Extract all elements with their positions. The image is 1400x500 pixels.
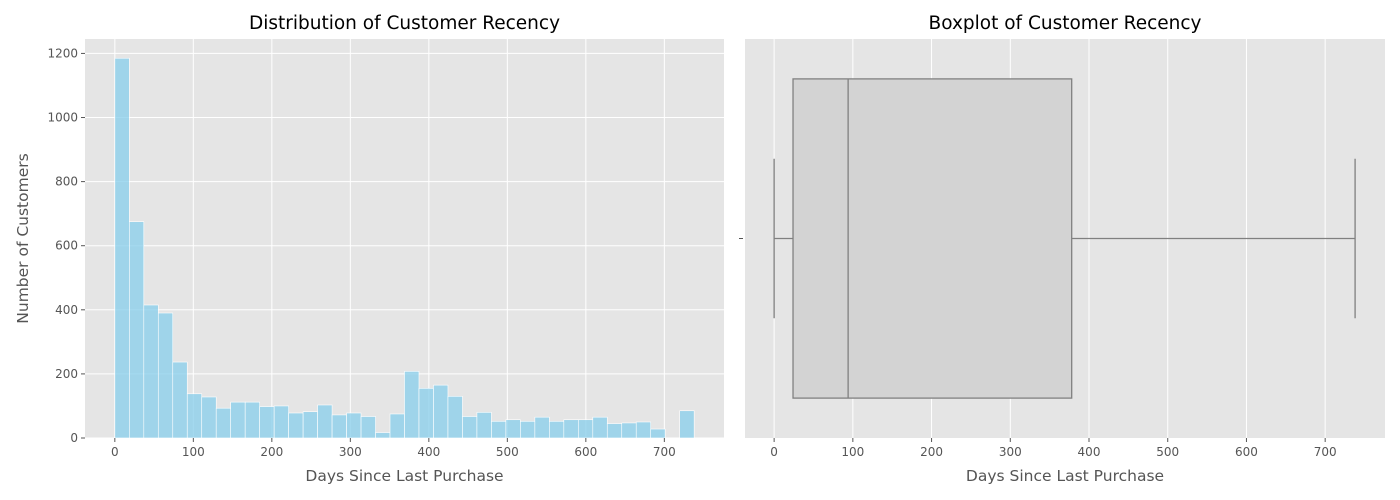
- histogram-bar: [215, 407, 231, 439]
- histogram-bar: [288, 412, 304, 439]
- histogram-x-tick-label: 600: [574, 445, 597, 459]
- histogram-bar: [679, 410, 695, 439]
- histogram-x-tick-label: 100: [182, 445, 205, 459]
- boxplot-x-tick-label: 700: [1314, 445, 1337, 459]
- histogram-x-tick-label: 400: [417, 445, 440, 459]
- histogram-bar: [491, 421, 507, 439]
- histogram-bar: [186, 393, 203, 439]
- histogram-bar: [230, 401, 246, 439]
- histogram-bar: [143, 304, 159, 439]
- boxplot-x-tick-label: 200: [920, 445, 943, 459]
- histogram-y-tick-label: 0: [70, 431, 78, 445]
- histogram-bar: [534, 416, 550, 439]
- boxplot-title: Boxplot of Customer Recency: [929, 13, 1202, 34]
- histogram-y-tick-label: 200: [55, 367, 78, 381]
- histogram-bar: [244, 401, 260, 439]
- histogram-bar: [114, 57, 130, 439]
- histogram-x-tick-label: 200: [260, 445, 283, 459]
- histogram-y-ticks: 0 200 400 600 800 1000 1200: [47, 46, 85, 445]
- histogram-y-tick-label: 1200: [47, 46, 78, 60]
- histogram-bar: [621, 422, 637, 439]
- boxplot-x-tick-label: 300: [999, 445, 1022, 459]
- boxplot-x-tick-label: 100: [841, 445, 864, 459]
- histogram-x-axis-label: Days Since Last Purchase: [305, 467, 503, 485]
- histogram-title: Distribution of Customer Recency: [249, 13, 560, 34]
- histogram-bar: [418, 388, 434, 439]
- histogram-bar: [346, 412, 362, 439]
- histogram-bar: [592, 416, 608, 439]
- histogram-y-tick-label: 1000: [47, 111, 78, 125]
- boxplot-x-tick-label: 0: [770, 445, 778, 459]
- histogram-bar: [389, 413, 405, 439]
- histogram-bar: [259, 406, 275, 439]
- histogram-bar: [563, 419, 579, 439]
- histogram-bar: [606, 423, 623, 439]
- histogram-x-tick-label: 500: [496, 445, 519, 459]
- histogram-x-tick-label: 300: [339, 445, 362, 459]
- boxplot-box: [773, 78, 1356, 399]
- histogram-bar: [201, 396, 217, 439]
- histogram-panel: 0 100 200 300 400 500 600 700 0 200 400 600 800 1000…: [14, 13, 724, 485]
- histogram-bar: [520, 421, 536, 439]
- histogram-bar: [375, 432, 391, 439]
- histogram-y-tick-label: 400: [55, 303, 78, 317]
- histogram-bar: [635, 421, 652, 439]
- histogram-bar: [302, 411, 318, 439]
- boxplot-x-ticks: 0 100 200 300 400 500 600 700: [770, 438, 1337, 459]
- histogram-bar: [447, 396, 463, 439]
- histogram-bar: [578, 419, 594, 439]
- boxplot-x-axis-label: Days Since Last Purchase: [966, 467, 1164, 485]
- histogram-bar: [317, 404, 333, 439]
- histogram-y-axis-label: Number of Customers: [14, 153, 32, 323]
- boxplot-panel: 0 100 200 300 400 500 600 700 Boxplot of Custom…: [739, 13, 1385, 485]
- histogram-bar: [650, 428, 666, 439]
- histogram-bars: [114, 57, 695, 439]
- histogram-bar: [433, 384, 449, 439]
- histogram-bar: [476, 412, 492, 439]
- histogram-bar: [549, 421, 565, 439]
- boxplot-x-tick-label: 400: [1078, 445, 1101, 459]
- histogram-bar: [331, 414, 347, 439]
- histogram-bar: [404, 371, 420, 439]
- histogram-x-ticks: 0 100 200 300 400 500 600 700: [111, 438, 676, 459]
- boxplot-x-tick-label: 600: [1235, 445, 1258, 459]
- histogram-x-tick-label: 700: [653, 445, 676, 459]
- histogram-bar: [172, 361, 188, 439]
- histogram-y-tick-label: 800: [55, 175, 78, 189]
- histogram-x-tick-label: 0: [111, 445, 119, 459]
- histogram-y-tick-label: 600: [55, 239, 78, 253]
- histogram-bar: [505, 419, 521, 439]
- boxplot-x-tick-label: 500: [1156, 445, 1179, 459]
- boxplot-iqr-box: [792, 78, 1073, 399]
- histogram-bar: [157, 312, 174, 439]
- histogram-bar: [273, 405, 289, 439]
- histogram-bar: [360, 416, 376, 439]
- histogram-bar: [462, 416, 478, 439]
- histogram-bar: [129, 221, 145, 439]
